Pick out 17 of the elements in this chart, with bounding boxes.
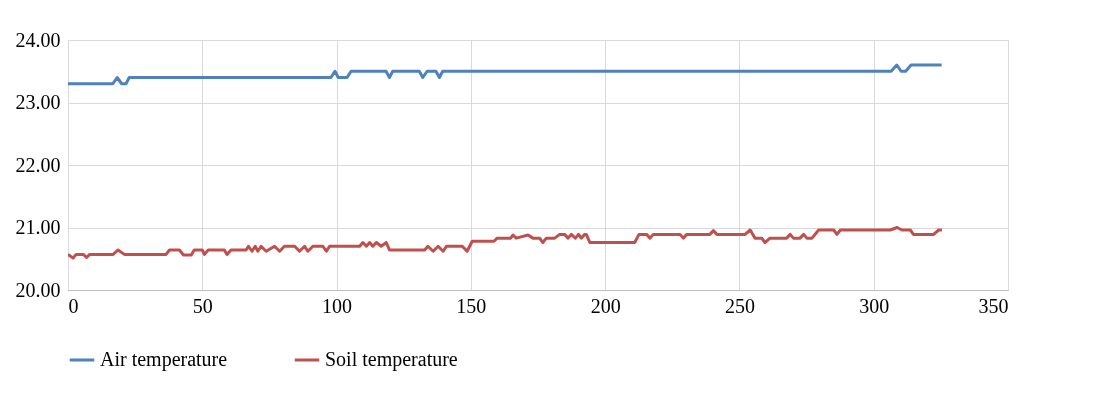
legend-label: Air temperature [100, 348, 228, 371]
x-tick-label: 300 [859, 294, 890, 317]
y-tick-label: 22.00 [15, 153, 61, 176]
y-tick-label: 24.00 [15, 28, 61, 51]
line-series [68, 226, 944, 260]
x-tick-label: 50 [192, 294, 213, 317]
y-tick-label: 20.00 [15, 278, 61, 301]
line-series [68, 63, 944, 86]
x-tick-label: 200 [590, 294, 621, 317]
x-tick-label: 350 [978, 294, 1009, 317]
y-tick-label: 21.00 [15, 216, 61, 238]
x-tick-label: 100 [322, 294, 353, 317]
legend-label: Soil temperature [325, 348, 458, 371]
y-tick-label: 23.00 [15, 91, 61, 113]
x-tick-label: 250 [724, 294, 755, 317]
x-tick-label: 150 [456, 294, 487, 317]
x-tick-label: 0 [68, 294, 79, 317]
